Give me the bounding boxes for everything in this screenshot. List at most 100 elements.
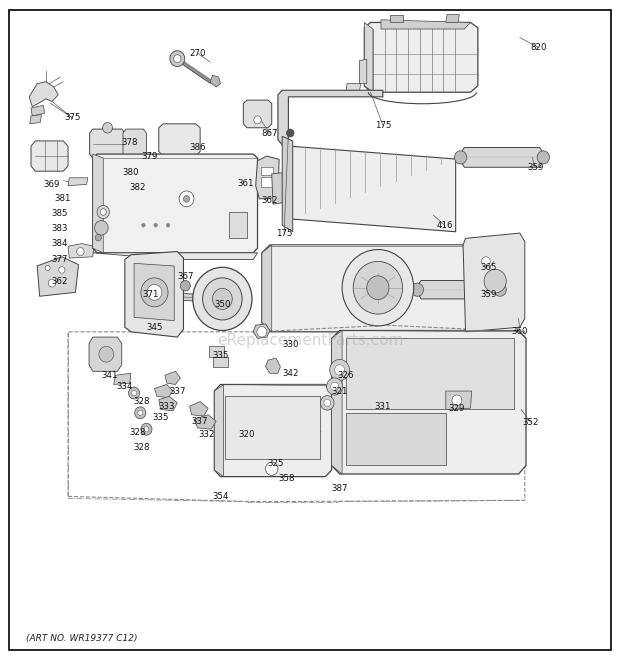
Text: 328: 328 — [134, 443, 151, 452]
Polygon shape — [90, 129, 125, 158]
Circle shape — [257, 327, 267, 337]
Polygon shape — [149, 291, 196, 301]
Bar — [260, 177, 273, 187]
Text: 359: 359 — [527, 163, 544, 172]
Text: 345: 345 — [146, 323, 162, 332]
Text: 375: 375 — [64, 114, 81, 122]
Text: 867: 867 — [262, 128, 278, 137]
Circle shape — [193, 267, 252, 330]
Polygon shape — [381, 20, 471, 29]
Circle shape — [330, 360, 350, 381]
Polygon shape — [125, 252, 184, 337]
Bar — [99, 177, 112, 189]
Bar — [229, 212, 247, 239]
Circle shape — [265, 462, 278, 475]
Polygon shape — [265, 358, 280, 373]
Polygon shape — [262, 245, 472, 332]
Polygon shape — [93, 253, 257, 259]
Text: 377: 377 — [52, 255, 68, 264]
Circle shape — [179, 191, 194, 207]
Text: 330: 330 — [282, 340, 298, 350]
Polygon shape — [446, 391, 472, 409]
Text: 383: 383 — [52, 224, 68, 233]
Circle shape — [174, 55, 181, 63]
Circle shape — [141, 278, 168, 307]
Bar — [225, 397, 321, 459]
Polygon shape — [215, 385, 224, 477]
Text: 416: 416 — [436, 221, 453, 229]
Circle shape — [537, 151, 549, 164]
Circle shape — [452, 395, 462, 406]
Text: 341: 341 — [101, 371, 118, 380]
Text: 270: 270 — [190, 49, 206, 58]
Text: 335: 335 — [212, 351, 229, 360]
Circle shape — [254, 116, 261, 124]
Polygon shape — [346, 412, 446, 465]
Text: 382: 382 — [129, 182, 146, 192]
Bar — [260, 167, 273, 175]
Circle shape — [484, 269, 507, 293]
Circle shape — [147, 284, 162, 300]
Polygon shape — [253, 324, 270, 338]
Circle shape — [97, 206, 109, 219]
Circle shape — [131, 391, 136, 396]
Text: 379: 379 — [141, 152, 157, 161]
Polygon shape — [272, 173, 286, 204]
Polygon shape — [255, 156, 279, 199]
Circle shape — [135, 407, 146, 418]
Circle shape — [286, 129, 294, 137]
Text: 328: 328 — [134, 397, 151, 406]
Text: 820: 820 — [530, 43, 547, 52]
Polygon shape — [213, 357, 228, 368]
Circle shape — [45, 265, 50, 270]
Text: 328: 328 — [129, 428, 146, 437]
Polygon shape — [37, 256, 79, 296]
Text: 362: 362 — [262, 196, 278, 205]
Polygon shape — [262, 245, 272, 332]
Polygon shape — [365, 22, 478, 93]
Circle shape — [482, 256, 490, 266]
Circle shape — [353, 261, 402, 314]
Polygon shape — [332, 330, 342, 474]
Circle shape — [144, 426, 149, 432]
Circle shape — [95, 235, 102, 241]
Text: (ART NO. WR19377 C12): (ART NO. WR19377 C12) — [26, 634, 138, 643]
Polygon shape — [93, 233, 111, 243]
Text: 354: 354 — [212, 492, 229, 501]
Text: 329: 329 — [449, 404, 465, 412]
Polygon shape — [332, 330, 526, 474]
Polygon shape — [68, 178, 88, 186]
Text: 333: 333 — [159, 402, 175, 410]
Polygon shape — [89, 337, 122, 371]
Polygon shape — [93, 154, 257, 253]
Text: 337: 337 — [169, 387, 185, 395]
Polygon shape — [123, 129, 146, 161]
Text: 387: 387 — [331, 484, 348, 493]
Polygon shape — [29, 82, 58, 106]
Polygon shape — [446, 15, 459, 22]
Text: 358: 358 — [278, 474, 294, 483]
Polygon shape — [31, 141, 68, 171]
Circle shape — [411, 283, 423, 296]
Text: 342: 342 — [282, 369, 298, 378]
Polygon shape — [290, 146, 456, 232]
Polygon shape — [154, 385, 173, 398]
Circle shape — [180, 280, 190, 291]
Polygon shape — [93, 154, 104, 253]
Polygon shape — [159, 124, 200, 156]
Polygon shape — [417, 280, 500, 299]
Circle shape — [95, 221, 108, 235]
Circle shape — [99, 346, 113, 362]
Polygon shape — [390, 15, 402, 22]
Text: 320: 320 — [239, 430, 255, 439]
Polygon shape — [31, 105, 45, 116]
Circle shape — [100, 209, 106, 215]
Text: 384: 384 — [52, 239, 68, 248]
Bar — [346, 338, 514, 409]
Polygon shape — [346, 84, 361, 93]
Text: 325: 325 — [268, 459, 285, 468]
Text: 386: 386 — [190, 143, 206, 152]
Text: 175: 175 — [374, 121, 391, 130]
Polygon shape — [272, 245, 472, 253]
Polygon shape — [194, 414, 216, 429]
